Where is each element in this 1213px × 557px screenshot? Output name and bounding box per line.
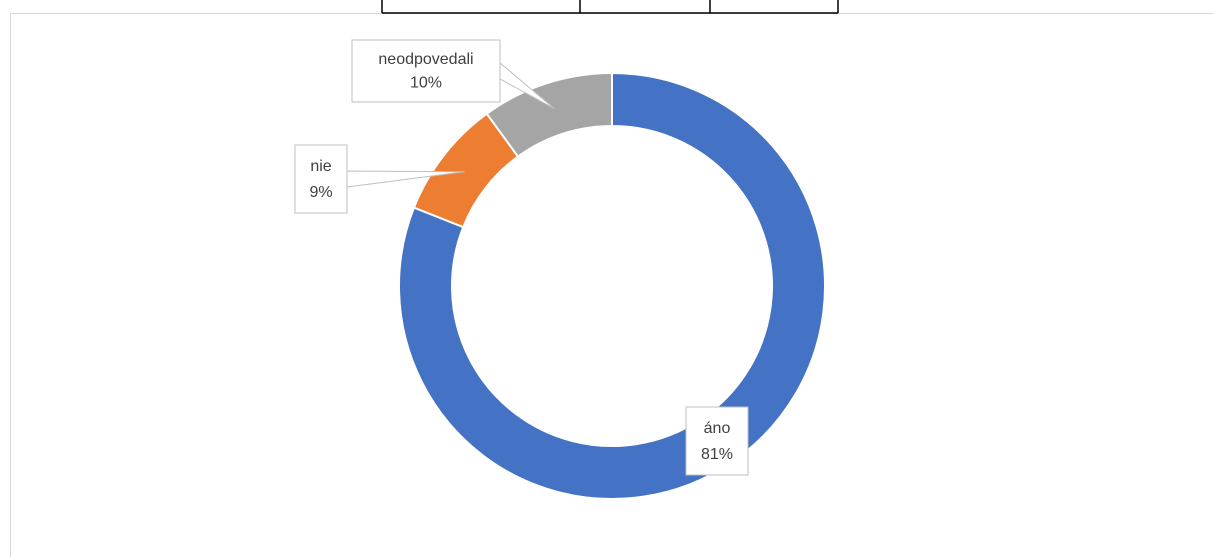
- data-label-name: nie: [310, 158, 331, 175]
- data-label-name: áno: [704, 420, 731, 437]
- data-label-value: 10%: [410, 75, 442, 92]
- label-box: [685, 406, 749, 476]
- table-fragment: [381, 0, 839, 14]
- data-label-value: 9%: [309, 184, 332, 201]
- data-label-value: 81%: [701, 446, 733, 463]
- label-box: [294, 144, 348, 214]
- data-label-name: neodpovedali: [378, 51, 473, 68]
- donut-segment: [398, 71, 826, 500]
- donut-segment: [485, 71, 613, 158]
- label-box: [351, 39, 501, 103]
